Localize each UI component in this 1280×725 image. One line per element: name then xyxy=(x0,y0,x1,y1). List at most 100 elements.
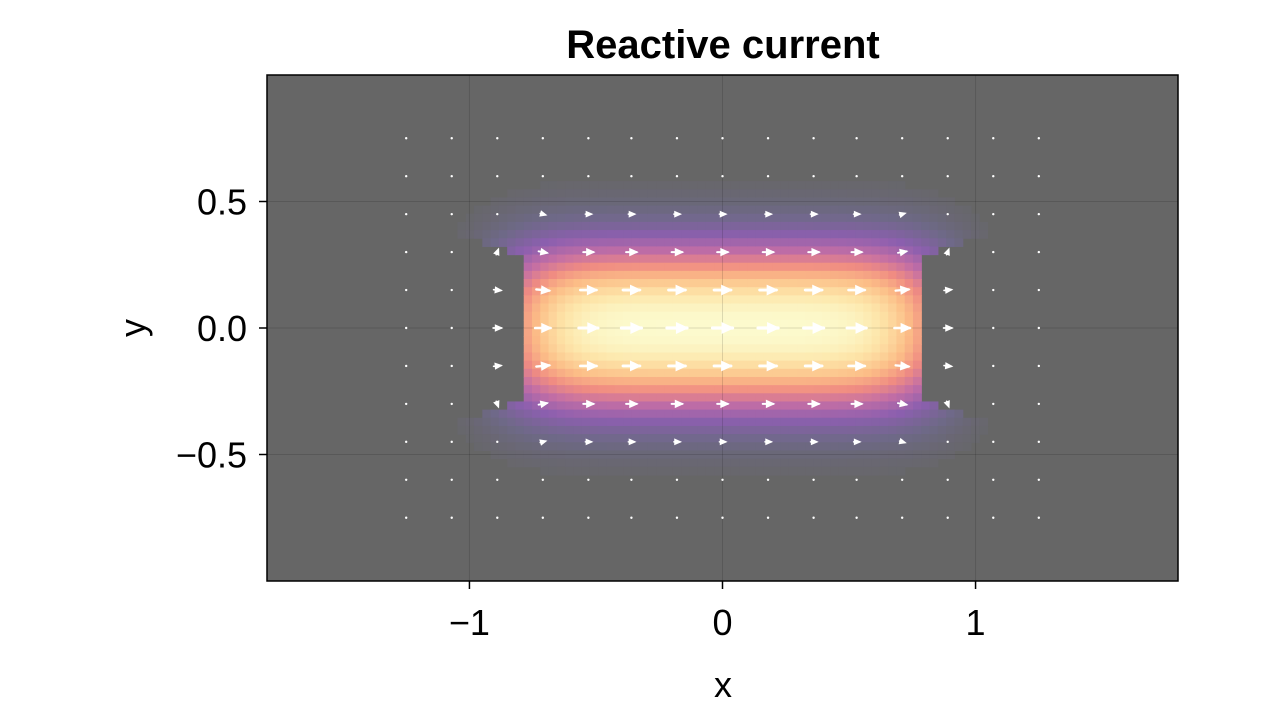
heatmap-cell xyxy=(797,393,806,403)
heatmap-cell xyxy=(855,376,864,386)
heatmap-cell xyxy=(946,434,955,443)
heatmap-cell xyxy=(888,344,898,354)
heatmap-cell xyxy=(581,425,591,435)
heatmap-cell xyxy=(573,262,583,272)
heatmap-cell xyxy=(896,221,906,231)
heatmap-cell xyxy=(498,221,508,231)
heatmap-cell xyxy=(830,336,840,345)
heatmap-cell xyxy=(515,425,525,435)
heatmap-cell xyxy=(879,352,889,362)
heatmap-cell xyxy=(730,336,740,345)
heatmap-cell xyxy=(523,417,533,427)
heatmap-cell xyxy=(763,352,773,362)
vector-arrowhead xyxy=(494,286,503,294)
heatmap-cell xyxy=(830,287,840,296)
heatmap-cell xyxy=(863,221,873,231)
heatmap-cell xyxy=(606,393,616,403)
heatmap-cell xyxy=(821,230,831,239)
heatmap-cell xyxy=(855,450,864,460)
heatmap-cell xyxy=(515,442,525,452)
heatmap-cell xyxy=(565,401,575,411)
heatmap-cell xyxy=(714,328,724,337)
heatmap-cell xyxy=(871,360,881,370)
heatmap-cell xyxy=(681,442,690,452)
heatmap-cell xyxy=(598,246,608,256)
heatmap-cell xyxy=(921,205,931,215)
heatmap-cell xyxy=(689,238,699,247)
heatmap-cell xyxy=(739,311,748,321)
heatmap-cell xyxy=(821,466,831,476)
heatmap-cell xyxy=(722,336,732,345)
heatmap-cell xyxy=(631,368,641,378)
heatmap-cell xyxy=(921,238,931,247)
heatmap-cell xyxy=(904,205,914,215)
heatmap-cell xyxy=(813,393,823,403)
heatmap-cell xyxy=(664,197,674,207)
heatmap-cell xyxy=(606,360,616,370)
heatmap-cell xyxy=(821,295,831,305)
vector-dot xyxy=(404,364,408,368)
heatmap-cell xyxy=(507,401,517,411)
heatmap-cell xyxy=(598,197,608,207)
heatmap-cell xyxy=(540,450,550,460)
heatmap-cell xyxy=(879,254,889,264)
heatmap-cell xyxy=(755,262,765,272)
heatmap-cell xyxy=(962,230,972,239)
heatmap-cell xyxy=(797,385,806,394)
heatmap-cell xyxy=(598,189,608,199)
heatmap-cell xyxy=(846,303,856,313)
heatmap-cell xyxy=(681,425,690,435)
heatmap-cell xyxy=(863,230,873,239)
heatmap-cell xyxy=(805,393,815,403)
heatmap-cell xyxy=(871,230,881,239)
heatmap-cell xyxy=(532,189,541,199)
heatmap-cell xyxy=(838,442,848,452)
vector-dot xyxy=(855,478,858,481)
heatmap-cell xyxy=(681,287,690,296)
heatmap-cell xyxy=(929,189,939,199)
heatmap-cell xyxy=(830,450,840,460)
heatmap-cell xyxy=(838,303,848,313)
heatmap-cell xyxy=(664,287,674,296)
vector-dot xyxy=(404,175,408,178)
heatmap-cell xyxy=(639,189,649,199)
heatmap-cell xyxy=(664,189,674,199)
heatmap-cell xyxy=(705,262,715,272)
heatmap-cell xyxy=(722,295,732,305)
heatmap-cell xyxy=(879,393,889,403)
heatmap-cell xyxy=(896,279,906,288)
heatmap-cell xyxy=(739,352,748,362)
heatmap-cell xyxy=(855,425,864,435)
heatmap-cell xyxy=(714,434,724,443)
heatmap-cell xyxy=(656,311,666,321)
heatmap-cell xyxy=(739,458,748,468)
heatmap-cell xyxy=(614,262,624,272)
heatmap-cell xyxy=(747,303,757,313)
heatmap-cell xyxy=(639,417,649,427)
heatmap-cell xyxy=(755,238,765,247)
heatmap-cell xyxy=(929,450,939,460)
heatmap-cell xyxy=(755,311,765,321)
heatmap-cell xyxy=(772,368,782,378)
heatmap-cell xyxy=(581,417,591,427)
heatmap-cell xyxy=(573,360,583,370)
heatmap-cell xyxy=(540,466,550,476)
heatmap-cell xyxy=(805,270,815,280)
heatmap-cell xyxy=(871,466,881,476)
heatmap-cell xyxy=(739,246,748,256)
heatmap-cell xyxy=(697,450,707,460)
heatmap-cell xyxy=(830,230,840,239)
heatmap-cell xyxy=(871,434,881,443)
heatmap-cell xyxy=(714,189,724,199)
heatmap-cell xyxy=(722,442,732,452)
heatmap-cell xyxy=(664,262,674,272)
heatmap-cell xyxy=(739,434,748,443)
heatmap-cell xyxy=(863,360,873,370)
heatmap-cell xyxy=(763,238,773,247)
heatmap-cell xyxy=(581,319,591,329)
heatmap-cell xyxy=(879,311,889,321)
heatmap-cell xyxy=(813,442,823,452)
heatmap-cell xyxy=(548,434,558,443)
heatmap-cell xyxy=(929,213,939,223)
heatmap-cell xyxy=(797,287,806,296)
